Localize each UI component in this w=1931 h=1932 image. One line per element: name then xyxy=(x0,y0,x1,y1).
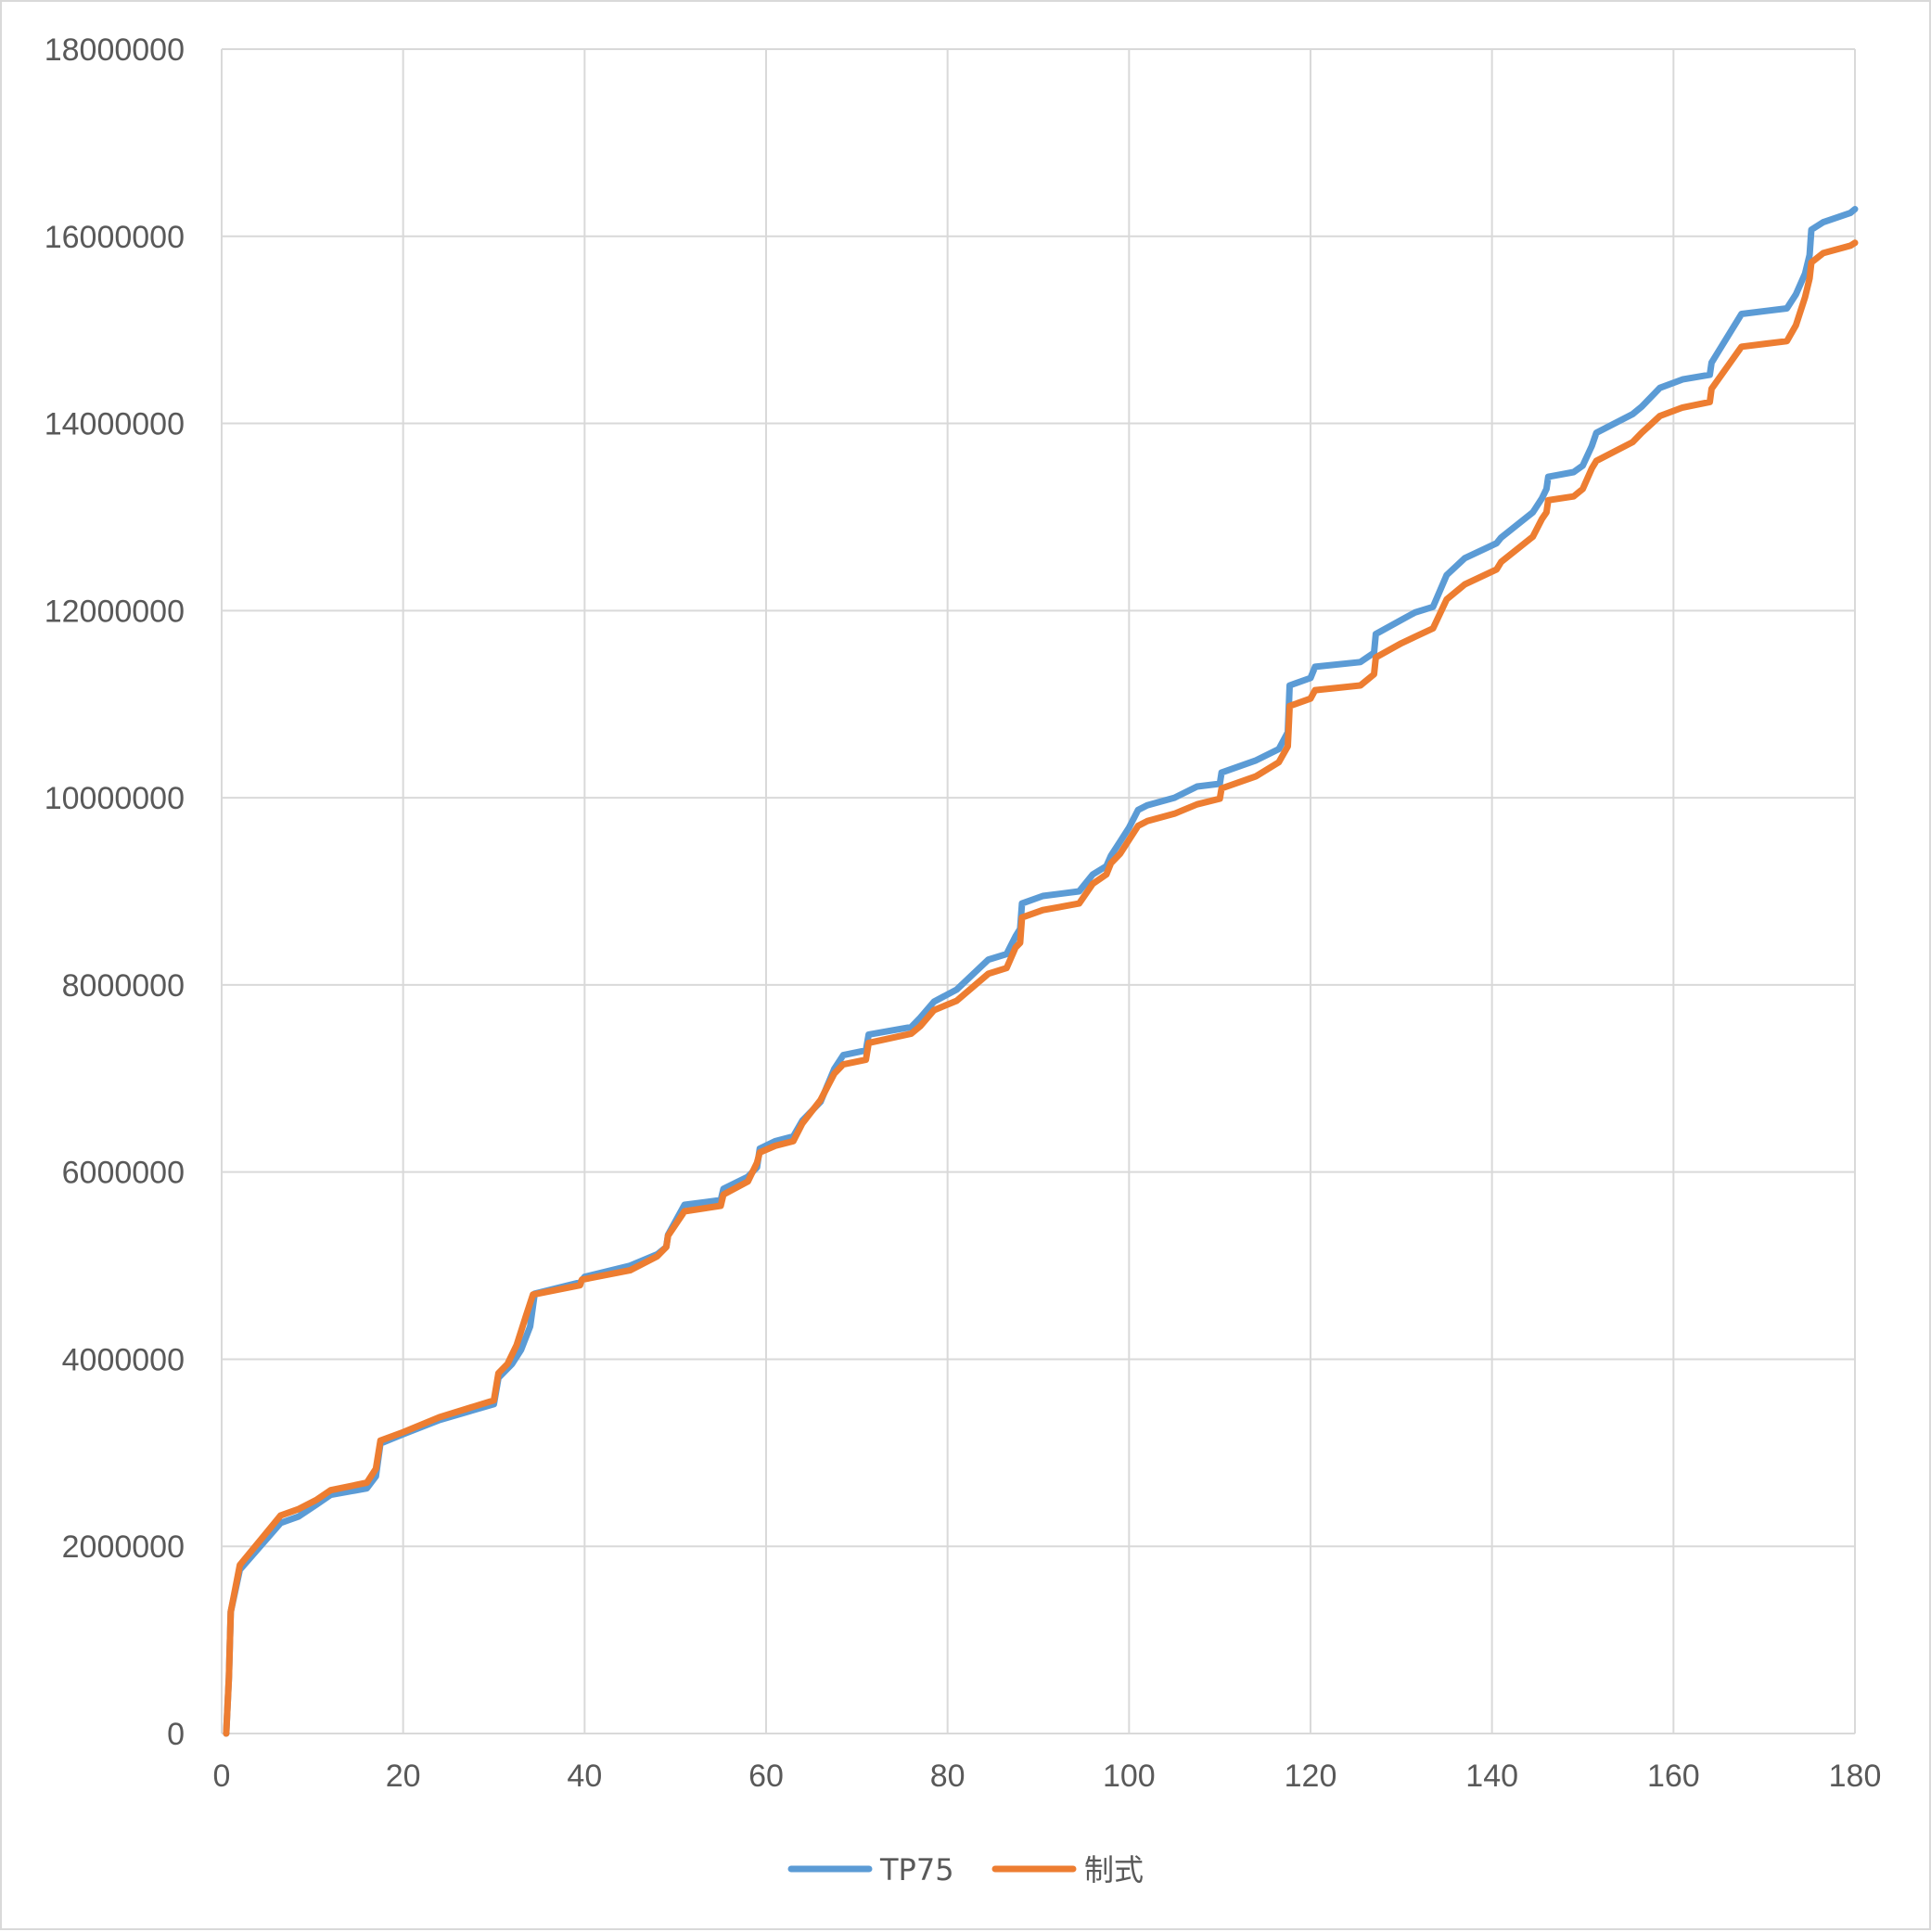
legend-item-1[interactable]: 制式 xyxy=(991,1852,1144,1887)
x-tick-label: 0 xyxy=(213,1759,231,1794)
legend-item-0[interactable]: TP75 xyxy=(787,1852,954,1887)
series-lines xyxy=(223,206,1859,1737)
x-tick-label: 160 xyxy=(1647,1759,1700,1794)
series-line-0 xyxy=(223,206,1859,1737)
y-tick-label: 4000000 xyxy=(62,1342,185,1377)
grid xyxy=(221,48,1856,1734)
y-tick-label: 6000000 xyxy=(62,1156,185,1191)
y-tick-label: 16000000 xyxy=(45,220,185,255)
x-tick-label: 60 xyxy=(748,1759,784,1794)
legend-label: TP75 xyxy=(879,1852,954,1887)
x-tick-label: 140 xyxy=(1465,1759,1518,1794)
series-line-1 xyxy=(223,239,1859,1737)
x-tick-label: 180 xyxy=(1829,1759,1882,1794)
x-tick-label: 80 xyxy=(930,1759,966,1794)
legend[interactable]: TP75 制式 xyxy=(787,1852,1144,1887)
y-tick-label: 18000000 xyxy=(45,32,185,68)
y-tick-label: 10000000 xyxy=(45,781,185,816)
y-tick-label: 12000000 xyxy=(45,594,185,629)
axis-tick-labels: 0 2000000 4000000 6000000 8000000 10000000 120… xyxy=(45,32,1882,1794)
y-tick-label: 8000000 xyxy=(62,968,185,1004)
x-tick-label: 100 xyxy=(1103,1759,1156,1794)
y-tick-label: 0 xyxy=(167,1717,185,1752)
y-tick-label: 2000000 xyxy=(62,1529,185,1565)
x-tick-label: 20 xyxy=(386,1759,421,1794)
x-tick-label: 40 xyxy=(567,1759,602,1794)
legend-label: 制式 xyxy=(1084,1852,1144,1887)
x-tick-label: 120 xyxy=(1285,1759,1337,1794)
y-tick-label: 14000000 xyxy=(45,407,185,442)
